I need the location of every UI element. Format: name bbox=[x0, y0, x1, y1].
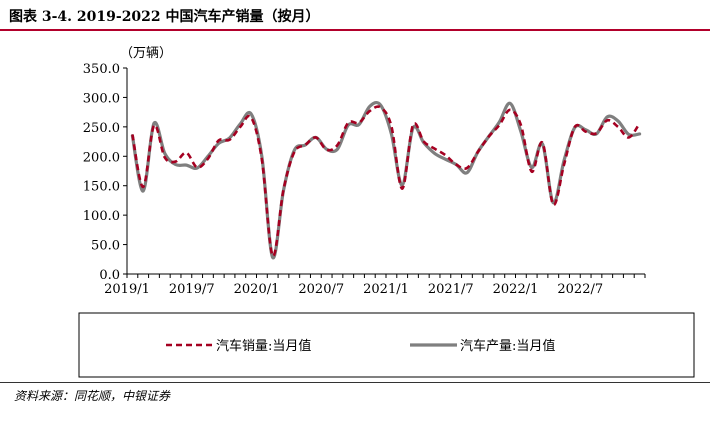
title-bar: 图表 3-4. 2019-2022 中国汽车产销量（按月） bbox=[0, 0, 710, 31]
legend-label-sales: 汽车销量:当月值 bbox=[216, 338, 311, 354]
y-tick-label: 300.0 bbox=[83, 91, 120, 106]
x-tick-label: 2019/1 bbox=[104, 282, 150, 297]
y-tick-label: 0.0 bbox=[99, 268, 120, 283]
series-line-sales bbox=[131, 105, 641, 258]
x-tick-label: 2021/7 bbox=[428, 282, 474, 297]
x-tick-label: 2020/1 bbox=[234, 282, 280, 297]
x-tick-label: 2021/1 bbox=[363, 282, 409, 297]
series-line-production bbox=[130, 100, 642, 260]
y-tick-label: 50.0 bbox=[91, 239, 120, 254]
source-note: 资料来源：同花顺，中银证券 bbox=[14, 389, 171, 403]
y-unit-label: （万辆） bbox=[120, 46, 172, 61]
figure-title: 图表 3-4. 2019-2022 中国汽车产销量（按月） bbox=[9, 9, 320, 25]
y-tick-label: 250.0 bbox=[83, 121, 120, 136]
legend-label-production: 汽车产量:当月值 bbox=[460, 338, 555, 354]
y-tick-label: 200.0 bbox=[83, 150, 120, 165]
line-chart: （万辆） 0.0 50.0 100.0 150.0 200.0 250.0 300.0 350.… bbox=[78, 46, 695, 378]
y-tick-label: 350.0 bbox=[83, 62, 120, 77]
y-tick-label: 150.0 bbox=[83, 180, 120, 195]
x-tick-label: 2022/1 bbox=[493, 282, 539, 297]
source-rule bbox=[0, 382, 710, 383]
x-tick-label: 2019/7 bbox=[169, 282, 215, 297]
title-rule bbox=[0, 29, 710, 31]
legend-box bbox=[78, 312, 695, 378]
y-tick-label: 100.0 bbox=[83, 209, 120, 224]
x-tick-label: 2022/7 bbox=[557, 282, 603, 297]
x-tick-label: 2020/7 bbox=[298, 282, 344, 297]
